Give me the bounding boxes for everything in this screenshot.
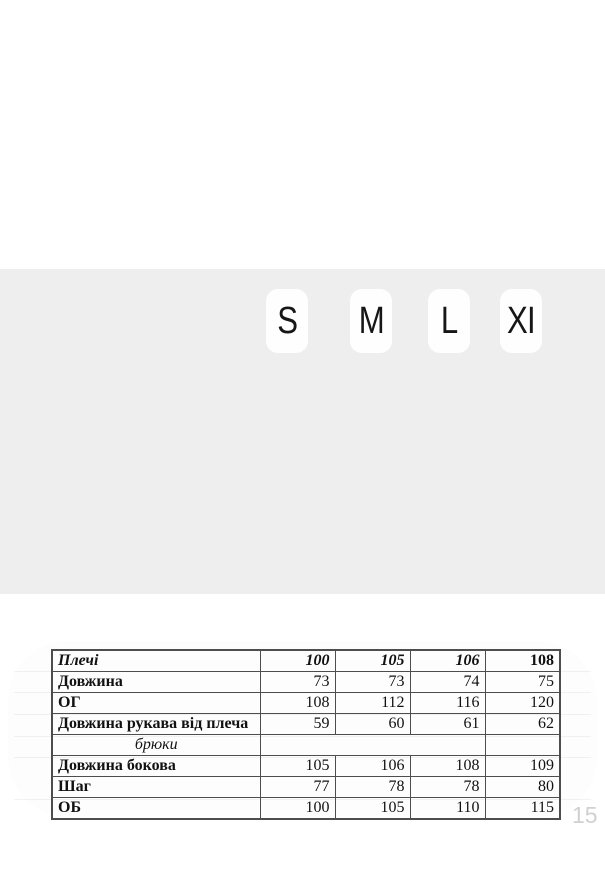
cell-value: 105 [334, 649, 411, 672]
cell-value: 105 [334, 797, 411, 820]
table-row-hips: ОБ 100 105 110 115 [51, 797, 561, 820]
table-row-side-length: Довжина бокова 105 106 108 109 [51, 755, 561, 777]
table-row-shoulders: Плечі 100 105 106 108 [51, 649, 561, 672]
size-table-card: Плечі 100 105 106 108 Довжина 73 73 74 7… [8, 641, 597, 820]
size-pill-l[interactable]: L [428, 289, 470, 353]
cell-value: 60 [334, 713, 411, 735]
size-pill-s[interactable]: S [266, 289, 308, 353]
cell-value: 108 [409, 755, 486, 777]
cell-value: 100 [259, 649, 336, 672]
row-label: ОГ [51, 692, 261, 714]
empty-cell [484, 734, 561, 756]
table-row-trousers-section: брюки [51, 734, 561, 756]
size-pill-xl[interactable]: XI [500, 289, 542, 353]
cell-value: 109 [484, 755, 561, 777]
row-label: Довжина бокова [51, 755, 261, 777]
table-row-length: Довжина 73 73 74 75 [51, 671, 561, 693]
cell-value: 105 [259, 755, 336, 777]
cell-value: 59 [259, 713, 336, 735]
section-label: брюки [51, 734, 261, 756]
row-label: Шаг [51, 776, 261, 798]
cell-value: 120 [484, 692, 561, 714]
cell-value: 78 [334, 776, 411, 798]
size-table: Плечі 100 105 106 108 Довжина 73 73 74 7… [51, 649, 561, 820]
cell-value: 112 [334, 692, 411, 714]
cell-value: 77 [259, 776, 336, 798]
cell-value: 73 [259, 671, 336, 693]
size-pill-m[interactable]: M [350, 289, 392, 353]
cell-value: 100 [259, 797, 336, 820]
cell-value: 110 [409, 797, 486, 820]
cell-value: 62 [484, 713, 561, 735]
size-pill-xl-label: XI [507, 300, 536, 342]
cell-value: 61 [409, 713, 486, 735]
cell-value: 78 [409, 776, 486, 798]
size-chart-section: S M L XI Плечі 100 [0, 269, 605, 828]
cell-value: 106 [409, 649, 486, 672]
cell-value: 80 [484, 776, 561, 798]
row-label: Довжина рукава від плеча [51, 713, 261, 735]
cell-value: 74 [409, 671, 486, 693]
cell-value: 108 [259, 692, 336, 714]
size-pill-s-label: S [277, 300, 298, 342]
cell-value: 116 [409, 692, 486, 714]
row-label: Довжина [51, 671, 261, 693]
cell-value: 73 [334, 671, 411, 693]
size-pill-l-label: L [440, 300, 458, 342]
table-row-chest: ОГ 108 112 116 120 [51, 692, 561, 714]
cell-value: 75 [484, 671, 561, 693]
cell-value: 106 [334, 755, 411, 777]
watermark-text: 15 [572, 802, 598, 828]
row-label: Плечі [51, 649, 261, 672]
cell-value: 108 [484, 649, 561, 672]
empty-cell [259, 734, 486, 756]
table-row-sleeve: Довжина рукава від плеча 59 60 61 62 [51, 713, 561, 735]
cell-value: 115 [484, 797, 561, 820]
table-row-inseam: Шаг 77 78 78 80 [51, 776, 561, 798]
row-label: ОБ [51, 797, 261, 820]
size-pill-m-label: M [358, 300, 384, 342]
